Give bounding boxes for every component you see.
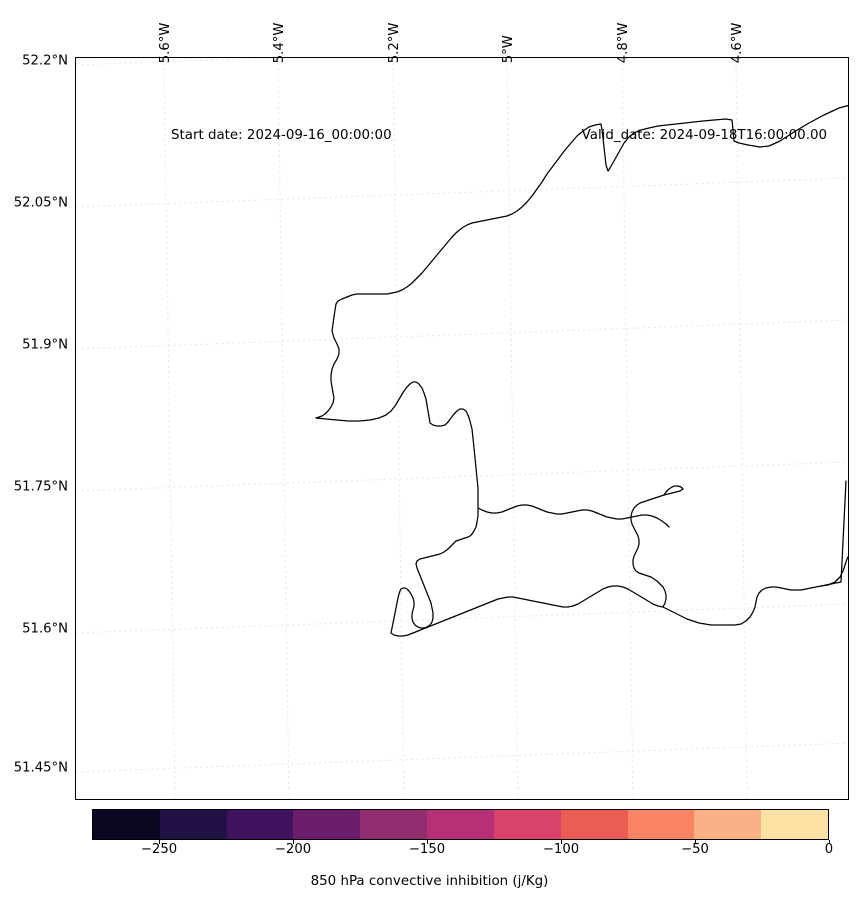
colorbar-tick-label: −100 [542,842,580,857]
colorbar-tick-label: −250 [140,842,178,857]
colorbar-segment [560,810,628,839]
colorbar-tick-mark [561,840,562,844]
latitude-tick-label: 51.45°N [13,760,68,776]
latitude-tick-label: 52.05°N [13,195,68,211]
colorbar-segment [93,810,160,839]
graticule-gridlines [76,58,848,799]
longitude-tick-text: 4.6°W [729,22,745,64]
colorbar-tick-mark [829,840,830,844]
map-axes[interactable]: Start date: 2024-09-16_00:00:00 Valid_da… [75,57,849,800]
colorbar-tick-label: −150 [408,842,446,857]
longitude-tick-text: 5.2°W [386,22,402,64]
latitude-tick-label: 52.2°N [22,53,68,69]
colorbar-tick-label: 0 [824,842,834,857]
latitude-tick-label: 51.6°N [22,621,68,637]
longitude-tick-text: 5.6°W [157,22,173,64]
longitude-tick-text: 4.8°W [615,22,631,64]
colorbar-tick-mark [695,840,696,844]
valid-date-annotation: Valid_date: 2024-09-18T16:00:00.00 [581,128,827,143]
latitude-tick-label: 51.9°N [22,337,68,353]
longitude-tick-label: 5.6°W [158,23,213,64]
longitude-tick-label: 5°W [501,35,543,63]
colorbar-tick-mark [427,840,428,844]
colorbar-segment [360,810,428,839]
colorbar-segment [627,810,695,839]
longitude-tick-text: 5.4°W [271,22,287,64]
longitude-tick-text: 5°W [500,35,516,64]
latitude-tick-label: 51.75°N [13,479,68,495]
longitude-tick-label: 4.8°W [616,23,671,64]
colorbar-title: 850 hPa convective inhibition (j/Kg) [310,874,549,889]
map-graphics [76,58,848,799]
colorbar-segment [159,810,227,839]
colorbar-tick-label: −200 [274,842,312,857]
longitude-tick-label: 5.4°W [272,23,327,64]
coastline-path [315,104,848,637]
colorbar-segment [427,810,494,839]
colorbar-segment [694,810,762,839]
longitude-tick-label: 4.6°W [730,23,785,64]
colorbar-segment [226,810,294,839]
colorbar-tick-labels: −250 −200 −150 −100 −50 0 [0,843,859,863]
colorbar-tick-mark [293,840,294,844]
colorbar-tick-label: −50 [681,842,709,857]
longitude-tick-label: 5.2°W [387,23,442,64]
start-date-annotation: Start date: 2024-09-16_00:00:00 [171,128,392,143]
colorbar-segment [293,810,361,839]
colorbar[interactable] [92,809,829,840]
colorbar-segment [493,810,561,839]
colorbar-segment [761,810,828,839]
colorbar-tick-mark [159,840,160,844]
